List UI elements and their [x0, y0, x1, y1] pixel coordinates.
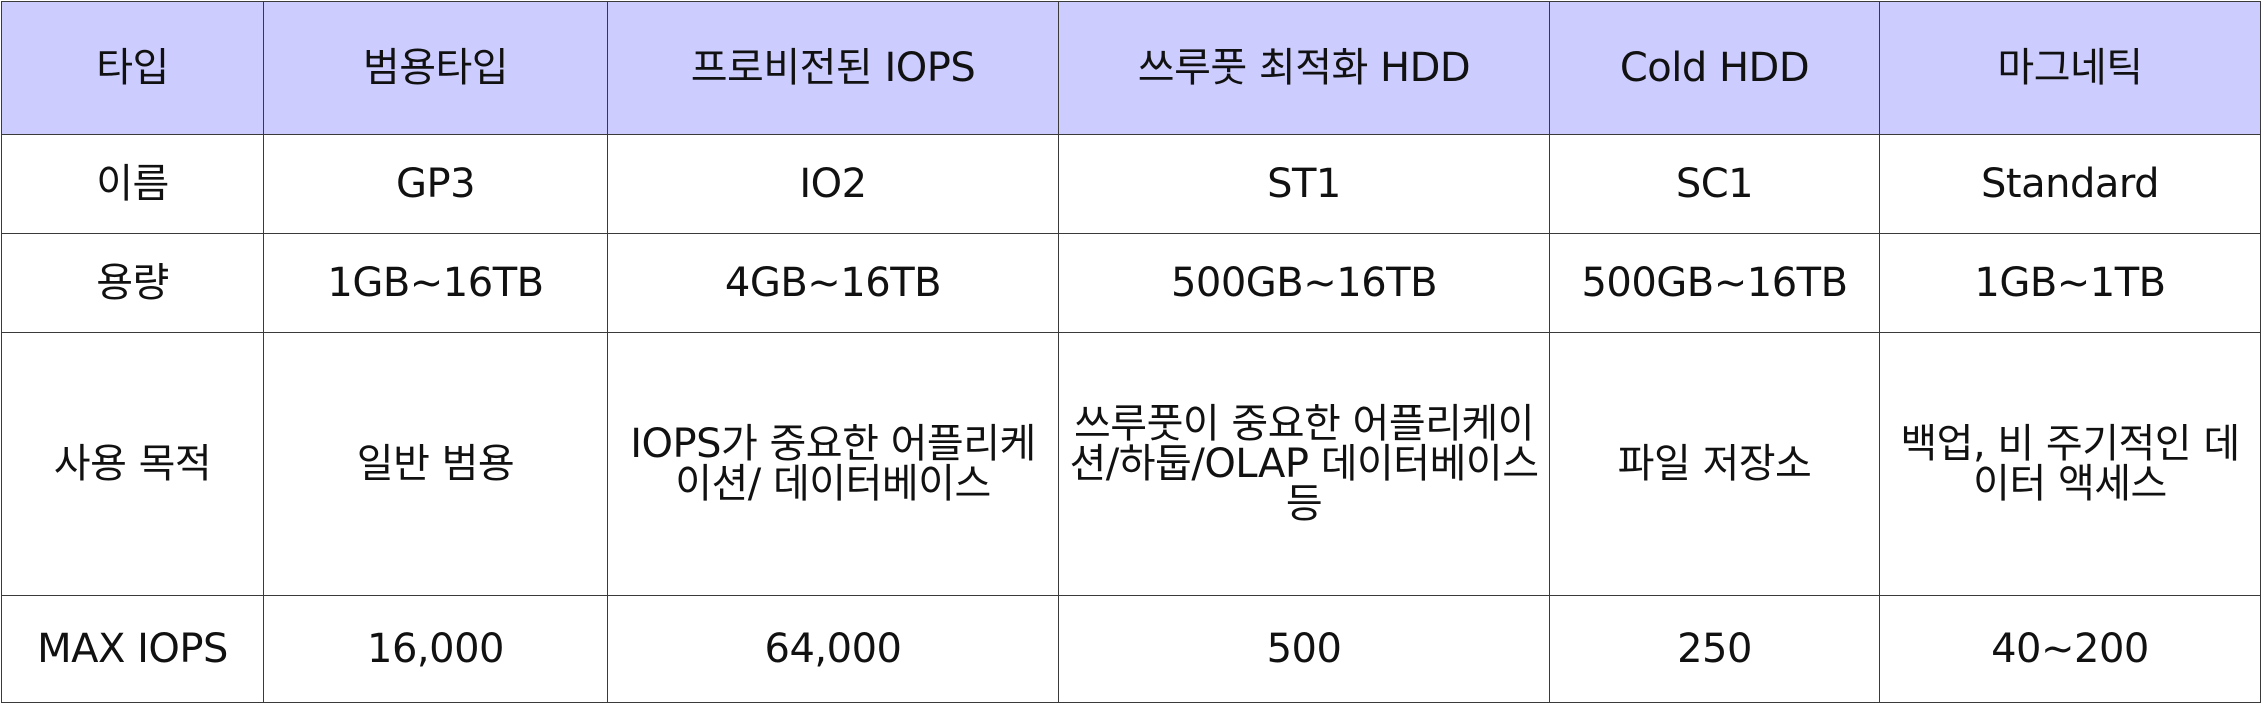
row-label-max-iops: MAX IOPS [1, 595, 264, 703]
cell-iops-io: 64,000 [607, 595, 1059, 703]
cell-iops-sc: 250 [1549, 595, 1880, 703]
header-cold-hdd: Cold HDD [1549, 1, 1880, 135]
cell-purpose-gp: 일반 범용 [263, 332, 608, 596]
header-type: 타입 [1, 1, 264, 135]
table-row: 용량 1GB~16TB 4GB~16TB 500GB~16TB 500GB~16… [1, 233, 2261, 333]
cell-capacity-standard: 1GB~1TB [1879, 233, 2261, 333]
header-general-purpose: 범용타입 [263, 1, 608, 135]
cell-capacity-io: 4GB~16TB [607, 233, 1059, 333]
cell-purpose-st: 쓰루풋이 중요한 어플리케이션/하둡/OLAP 데이터베이스 등 [1058, 332, 1550, 596]
header-provisioned-iops: 프로비전된 IOPS [607, 1, 1059, 135]
table-row: 이름 GP3 IO2 ST1 SC1 Standard [1, 134, 2261, 234]
cell-purpose-standard: 백업, 비 주기적인 데이터 액세스 [1879, 332, 2261, 596]
cell-name-io: IO2 [607, 134, 1059, 234]
cell-name-gp: GP3 [263, 134, 608, 234]
table-row: 사용 목적 일반 범용 IOPS가 중요한 어플리케이션/ 데이터베이스 쓰루풋… [1, 332, 2261, 596]
cell-purpose-io: IOPS가 중요한 어플리케이션/ 데이터베이스 [607, 332, 1059, 596]
cell-purpose-sc: 파일 저장소 [1549, 332, 1880, 596]
cell-capacity-st: 500GB~16TB [1058, 233, 1550, 333]
cell-name-standard: Standard [1879, 134, 2261, 234]
row-label-purpose: 사용 목적 [1, 332, 264, 596]
cell-capacity-sc: 500GB~16TB [1549, 233, 1880, 333]
cell-name-st: ST1 [1058, 134, 1550, 234]
row-label-name: 이름 [1, 134, 264, 234]
table-row: MAX IOPS 16,000 64,000 500 250 40~200 [1, 595, 2261, 703]
cell-iops-st: 500 [1058, 595, 1550, 703]
header-magnetic: 마그네틱 [1879, 1, 2261, 135]
cell-iops-gp: 16,000 [263, 595, 608, 703]
cell-name-sc: SC1 [1549, 134, 1880, 234]
cell-iops-standard: 40~200 [1879, 595, 2261, 703]
cell-capacity-gp: 1GB~16TB [263, 233, 608, 333]
row-label-capacity: 용량 [1, 233, 264, 333]
header-row: 타입 범용타입 프로비전된 IOPS 쓰루풋 최적화 HDD Cold HDD … [1, 1, 2261, 135]
header-throughput-hdd: 쓰루풋 최적화 HDD [1058, 1, 1550, 135]
